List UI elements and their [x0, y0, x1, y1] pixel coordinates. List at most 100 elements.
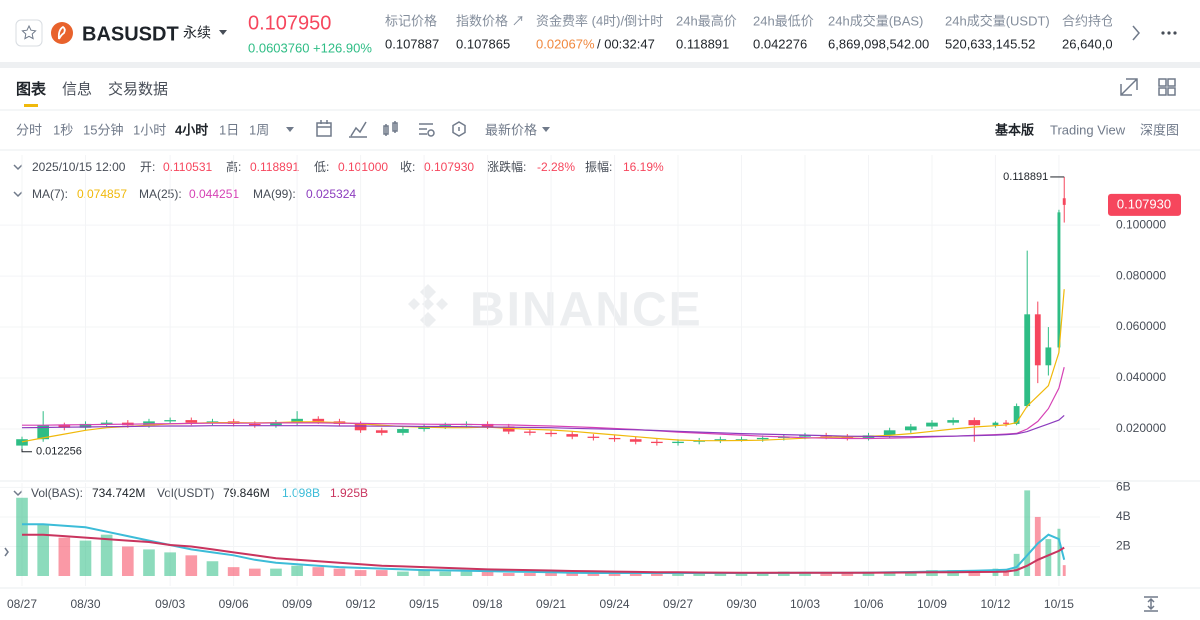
volume-bar — [883, 571, 896, 576]
expand-left[interactable] — [4, 547, 9, 557]
symbol-dropdown[interactable] — [219, 30, 227, 35]
candle-body — [1057, 212, 1061, 348]
candle-body — [629, 439, 642, 442]
axis-scale-icon[interactable] — [1144, 596, 1158, 612]
candle-body — [1024, 314, 1031, 407]
view-option[interactable]: 深度图 — [1140, 122, 1179, 137]
coin-logo-mark — [57, 25, 66, 40]
volume-bar — [820, 573, 832, 576]
candle-body — [651, 441, 663, 444]
x-tick-label: 10/15 — [1044, 597, 1074, 611]
candle-body — [714, 439, 727, 441]
volume-bar — [185, 555, 198, 576]
collapse-ma[interactable] — [13, 191, 23, 198]
candle-body — [735, 439, 748, 441]
candle-body — [608, 437, 621, 440]
candle-body — [799, 435, 811, 437]
candle-body — [37, 425, 49, 440]
watermark: BINANCE — [470, 284, 703, 337]
ma-line — [21, 414, 1065, 438]
layout-icon[interactable] — [1158, 78, 1176, 96]
y-tick-label: 0.020000 — [1116, 421, 1166, 435]
y-tick-label: 0.080000 — [1116, 268, 1166, 282]
indicator-icons[interactable] — [316, 120, 466, 138]
last-price: 0.107950 — [248, 12, 331, 34]
collapse-info[interactable] — [13, 164, 23, 171]
interval[interactable]: 1周 — [249, 122, 269, 137]
interval[interactable]: 1秒 — [53, 122, 73, 137]
volume-bar — [333, 568, 346, 576]
volume-bar — [460, 571, 473, 576]
tab[interactable]: 图表 — [16, 80, 47, 98]
collapse-vol[interactable] — [13, 490, 23, 497]
candle-body — [904, 426, 917, 431]
candle-body — [1045, 347, 1052, 366]
view-option[interactable]: 基本版 — [994, 122, 1034, 137]
x-tick-label: 10/06 — [853, 597, 883, 611]
volume-bar — [312, 567, 325, 576]
stat-value: 0.042276 — [753, 36, 807, 51]
interval[interactable]: 1日 — [219, 122, 239, 137]
volume-bar — [904, 571, 917, 576]
vol-tick-label: 2B — [1116, 539, 1131, 553]
volume-bar — [841, 573, 854, 576]
candle-time: 2025/10/15 12:00 — [32, 160, 126, 174]
price-type[interactable]: 最新价格 — [485, 122, 537, 137]
favorite-button[interactable] — [15, 19, 43, 47]
x-tick-label: 09/24 — [600, 597, 630, 611]
low-marker — [21, 448, 33, 453]
candle-body — [16, 439, 28, 446]
volume-bar — [143, 549, 155, 576]
more-intervals[interactable] — [286, 127, 294, 132]
candle-body — [502, 426, 515, 432]
candle-body — [439, 425, 452, 427]
scroll-right[interactable] — [1132, 25, 1140, 41]
y-tick-label: 0.040000 — [1116, 370, 1166, 384]
stat-label: 资金费率 (4时)/倒计时 — [536, 13, 663, 28]
fullscreen-icon[interactable] — [1120, 78, 1138, 96]
ma-legend-value: 0.074857 — [77, 187, 127, 201]
x-tick-label: 09/21 — [536, 597, 566, 611]
x-tick-label: 09/27 — [663, 597, 693, 611]
top-bar — [0, 0, 1200, 62]
volume-bar — [397, 571, 409, 576]
interval[interactable]: 15分钟 — [83, 122, 123, 137]
interval[interactable]: 分时 — [16, 122, 42, 137]
volume-bar — [1013, 553, 1020, 576]
volume-bar — [248, 568, 261, 576]
x-tick-label: 10/03 — [790, 597, 820, 611]
volume-bar — [799, 573, 811, 576]
candle-body — [545, 432, 557, 435]
y-tick-label: 0.060000 — [1116, 319, 1166, 333]
more-button[interactable] — [1161, 31, 1177, 35]
stat-value: 6,869,098,542.00 — [828, 36, 929, 51]
last-price-tag — [1108, 193, 1181, 216]
tab[interactable]: 交易数据 — [108, 80, 168, 98]
price-change: 0.0603760 — [248, 40, 309, 55]
volume-bar — [37, 524, 49, 576]
plot: 2025/10/15 12:00 开: 0.110531 高: 0.118891 低: 0.… — [0, 155, 1200, 611]
candle-body — [375, 430, 388, 433]
stats: 标记价格 0.107887 指数价格 ↗ 0.107865 资金费率 (4时)/倒计时 0… — [385, 13, 1112, 51]
view-option[interactable]: Trading View — [1050, 122, 1126, 137]
info-value: 16.19% — [623, 160, 664, 174]
volume-bar — [79, 540, 92, 576]
price-type-dropdown[interactable] — [542, 127, 550, 132]
volume-bar — [629, 573, 642, 576]
info-value: -2.28% — [537, 160, 575, 174]
symbol[interactable]: BASUSDT — [82, 23, 179, 45]
low-label: 0.012256 — [36, 446, 82, 458]
interval[interactable]: 4小时 — [175, 122, 208, 137]
interval[interactable]: 1小时 — [133, 122, 166, 137]
tab[interactable]: 信息 — [62, 81, 92, 98]
info-value: 0.110531 — [163, 160, 212, 174]
info-value: 0.118891 — [250, 160, 299, 174]
volume-bar — [672, 573, 684, 576]
volume-bar — [418, 570, 430, 576]
volume-bar — [524, 573, 536, 576]
volume-bar — [58, 537, 71, 576]
vol-ma-line — [22, 523, 1066, 574]
x-tick-label: 08/27 — [7, 597, 37, 611]
